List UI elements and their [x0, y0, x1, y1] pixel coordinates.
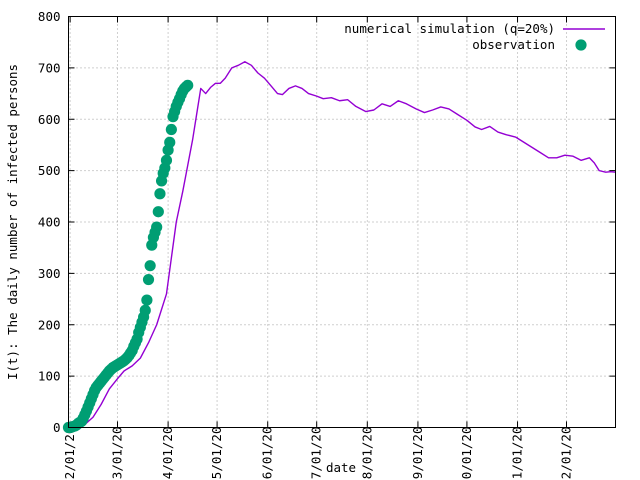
- y-tick-label: 0: [53, 420, 61, 435]
- y-tick-label: 600: [38, 112, 61, 127]
- y-tick-label: 100: [38, 369, 61, 384]
- observation-point: [165, 123, 177, 136]
- x-tick-label: 11/01/20: [510, 427, 525, 480]
- observation-point: [152, 206, 164, 218]
- y-tick-label: 200: [38, 317, 61, 332]
- y-tick-label: 800: [38, 9, 61, 24]
- series-line-simulation: [68, 61, 616, 429]
- x-tick-label: 05/01/20: [209, 427, 224, 480]
- observation-point: [144, 260, 156, 272]
- y-tick-label: 700: [38, 60, 61, 75]
- y-tick-label: 300: [38, 266, 61, 281]
- x-tick-label: 08/01/20: [359, 427, 374, 480]
- x-tick-label: 12/01/20: [559, 427, 574, 480]
- observation-point: [141, 294, 153, 306]
- x-tick-label: 03/01/20: [109, 427, 124, 480]
- observation-point: [164, 136, 176, 148]
- y-axis-label: I(t): The daily number of infected perso…: [5, 64, 20, 380]
- legend-swatch-observation: [575, 39, 587, 51]
- legend-label-observation: observation: [472, 37, 555, 52]
- observation-point: [142, 273, 155, 286]
- observation-point: [154, 188, 166, 200]
- x-tick-label: 06/01/20: [260, 427, 275, 480]
- grid-layer: [68, 16, 616, 428]
- plot-series: [62, 61, 616, 434]
- observation-point: [182, 79, 194, 91]
- y-tick-label: 400: [38, 215, 61, 230]
- legend: numerical simulation (q=20%) observation: [344, 21, 605, 52]
- x-tick-label: 07/01/20: [309, 427, 324, 480]
- x-tick-label: 09/01/20: [410, 427, 425, 480]
- observation-point: [151, 221, 163, 233]
- observation-point: [139, 304, 151, 316]
- x-tick-label: 04/01/20: [160, 427, 175, 480]
- y-axis-ticks: 0 100 200 300 400 500 600 700 800: [38, 9, 616, 435]
- x-axis-label: date: [326, 460, 356, 475]
- legend-label-simulation: numerical simulation (q=20%): [344, 21, 555, 36]
- x-tick-label: 10/01/20: [459, 427, 474, 480]
- observation-point: [160, 154, 173, 166]
- plot-frame: [68, 16, 616, 428]
- y-tick-label: 500: [38, 163, 61, 178]
- x-axis-ticks: 02/01/20 03/01/20 04/01/20 05/01/20 06/01/20…: [62, 16, 574, 480]
- x-tick-label: 02/01/20: [62, 427, 77, 480]
